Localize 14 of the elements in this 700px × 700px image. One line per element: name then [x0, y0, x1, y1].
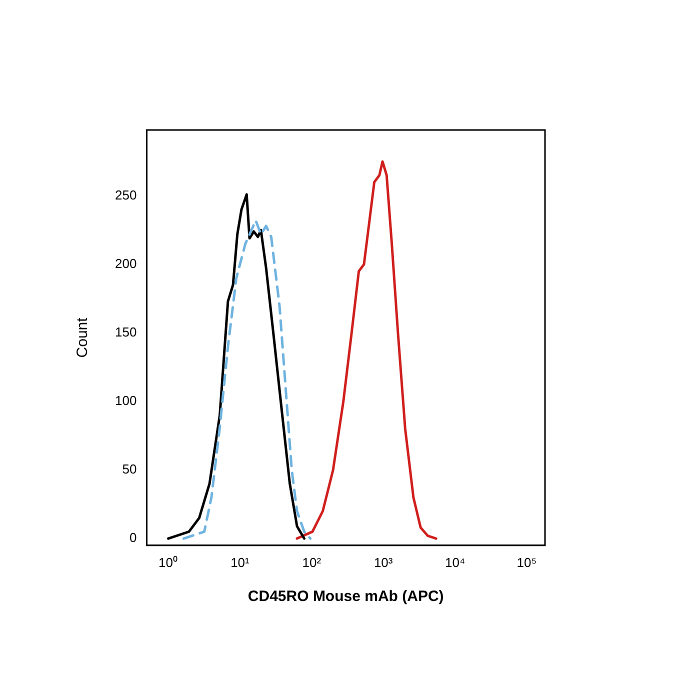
y-tick-label: 200 [114, 256, 137, 271]
x-tick-label: 10⁰ [158, 554, 178, 570]
y-axis-title: Count [74, 316, 92, 358]
y-tick-label: 50 [122, 462, 137, 477]
x-tick-label: 10³ [374, 554, 394, 570]
y-tick-label: 0 [129, 530, 137, 546]
x-tick-label: 10² [302, 554, 322, 570]
x-axis-title: CD45RO Mouse mAb (APC) [248, 588, 444, 606]
y-tick-label: 250 [114, 187, 137, 202]
y-tick-label: 100 [114, 393, 137, 408]
x-tick-label: 10⁵ [516, 554, 537, 570]
x-tick-label: 10¹ [230, 554, 250, 570]
x-tick-label: 10⁴ [444, 554, 466, 570]
y-tick-label: 150 [114, 324, 137, 340]
